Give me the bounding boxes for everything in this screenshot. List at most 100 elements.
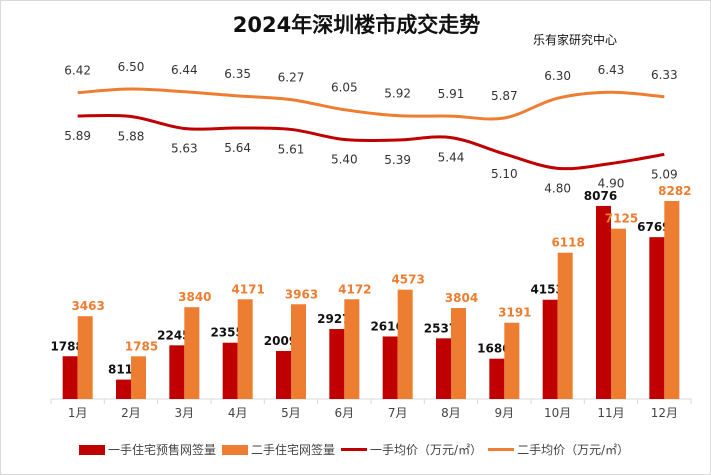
legend-label: 二手均价（万元/㎡）	[517, 443, 630, 457]
bar-resale	[504, 322, 520, 399]
line-data-label: 4.80	[544, 181, 571, 195]
bar-new	[382, 336, 398, 399]
legend-label: 一手住宅预售网签量	[108, 443, 217, 457]
legend-label: 二手住宅网签量	[251, 443, 336, 457]
bar-resale	[451, 308, 466, 399]
bar-data-label: 7125	[605, 212, 638, 226]
bar-data-label: 1686	[477, 342, 510, 356]
bar-new	[649, 237, 665, 399]
bar-new	[489, 358, 505, 399]
bar-data-label: 6769	[637, 220, 670, 234]
legend-item: 二手均价（万元/㎡）	[488, 441, 629, 458]
bar-data-label: 2537	[424, 321, 457, 335]
bar-data-label: 1785	[125, 339, 158, 353]
bar-data-label: 2245	[157, 328, 190, 342]
bar-data-label: 2009	[264, 334, 297, 348]
line-data-label: 5.88	[118, 129, 145, 143]
line-data-label: 5.44	[438, 151, 465, 165]
legend: 一手住宅预售网签量 二手住宅网签量 一手均价（万元/㎡） 二手均价（万元/㎡）	[79, 441, 631, 458]
bar-resale	[237, 299, 253, 399]
bar-data-label: 3191	[498, 306, 531, 320]
line-data-label: 5.87	[491, 89, 518, 103]
bar-resale	[344, 299, 360, 399]
bar-new	[276, 350, 291, 399]
legend-swatch	[488, 448, 515, 451]
line-data-label: 6.27	[278, 71, 305, 85]
legend-item: 一手住宅预售网签量	[79, 441, 216, 458]
line-data-label: 5.40	[331, 153, 358, 167]
legend-item: 一手均价（万元/㎡）	[341, 441, 482, 458]
bar-new	[116, 379, 131, 399]
bar-resale	[557, 252, 573, 399]
bar-data-label: 3963	[285, 287, 318, 301]
x-tick-label: 4月	[228, 406, 248, 420]
line-new-price	[77, 113, 665, 171]
x-tick-label: 2月	[121, 406, 141, 420]
bar-new	[169, 345, 185, 399]
line-data-label: 5.92	[384, 87, 411, 101]
line-data-label: 6.50	[118, 60, 145, 74]
line-data-label: 6.42	[64, 64, 91, 78]
bar-resale	[77, 316, 93, 399]
bar-resale	[611, 228, 626, 399]
x-tick-label: 3月	[175, 406, 195, 420]
legend-swatch	[222, 444, 249, 455]
bar-resale	[664, 201, 680, 399]
line-data-label: 6.33	[651, 68, 678, 82]
line-data-label: 6.05	[331, 81, 358, 95]
bar-resale	[291, 304, 306, 399]
bar-data-label: 4171	[231, 282, 264, 296]
legend-label: 一手均价（万元/㎡）	[370, 443, 483, 457]
x-tick-label: 9月	[495, 406, 515, 420]
bar-data-label: 3804	[445, 291, 478, 305]
line-data-label: 6.35	[224, 67, 251, 81]
bar-data-label: 3840	[178, 290, 211, 304]
bar-data-label: 4573	[391, 273, 424, 287]
bar-new	[542, 299, 558, 399]
bar-new	[436, 338, 451, 399]
bar-resale	[131, 356, 146, 399]
legend-item: 二手住宅网签量	[222, 441, 335, 458]
bar-data-label: 2355	[210, 326, 243, 340]
bar-new	[596, 205, 611, 399]
bar-data-label: 4153	[530, 283, 563, 297]
line-data-label: 5.91	[438, 87, 465, 101]
chart-source: 乐有家研究中心	[533, 33, 618, 47]
bar-resale	[397, 289, 413, 399]
bar-data-label: 3463	[71, 299, 104, 313]
legend-swatch	[79, 444, 105, 455]
bar-data-label: 4172	[338, 282, 371, 296]
x-tick-label: 12月	[651, 406, 678, 420]
bar-data-label: 1788	[50, 339, 83, 353]
line-data-label: 5.39	[384, 153, 411, 167]
bar-data-label: 811	[108, 363, 133, 377]
line-data-label: 6.30	[544, 69, 571, 83]
line-data-label: 6.44	[171, 63, 198, 77]
line-resale-price	[77, 87, 665, 121]
x-tick-label: 7月	[388, 406, 408, 420]
x-tick-label: 11月	[597, 406, 624, 420]
chart-title: 2024年深圳楼市成交走势	[232, 13, 481, 37]
line-data-label: 6.43	[598, 63, 625, 77]
bar-data-label: 6118	[551, 236, 584, 250]
x-tick-label: 1月	[68, 406, 88, 420]
line-data-label: 5.64	[224, 141, 251, 155]
legend-swatch	[341, 448, 368, 451]
bar-new	[62, 356, 78, 399]
line-data-label: 4.90	[598, 177, 625, 191]
bar-data-label: 2616	[370, 319, 403, 333]
bar-data-label: 2927	[317, 312, 350, 326]
line-data-label: 5.09	[651, 167, 678, 181]
line-data-label: 5.10	[491, 167, 518, 181]
x-tick-label: 6月	[335, 406, 355, 420]
bar-data-label: 8076	[584, 189, 617, 203]
bar-data-label: 8282	[658, 184, 691, 198]
line-data-label: 5.61	[278, 142, 305, 156]
bar-resale	[184, 307, 200, 399]
x-tick-label: 8月	[441, 406, 461, 420]
line-data-label: 5.89	[64, 129, 91, 143]
x-tick-label: 10月	[544, 406, 571, 420]
bar-new	[329, 329, 345, 399]
